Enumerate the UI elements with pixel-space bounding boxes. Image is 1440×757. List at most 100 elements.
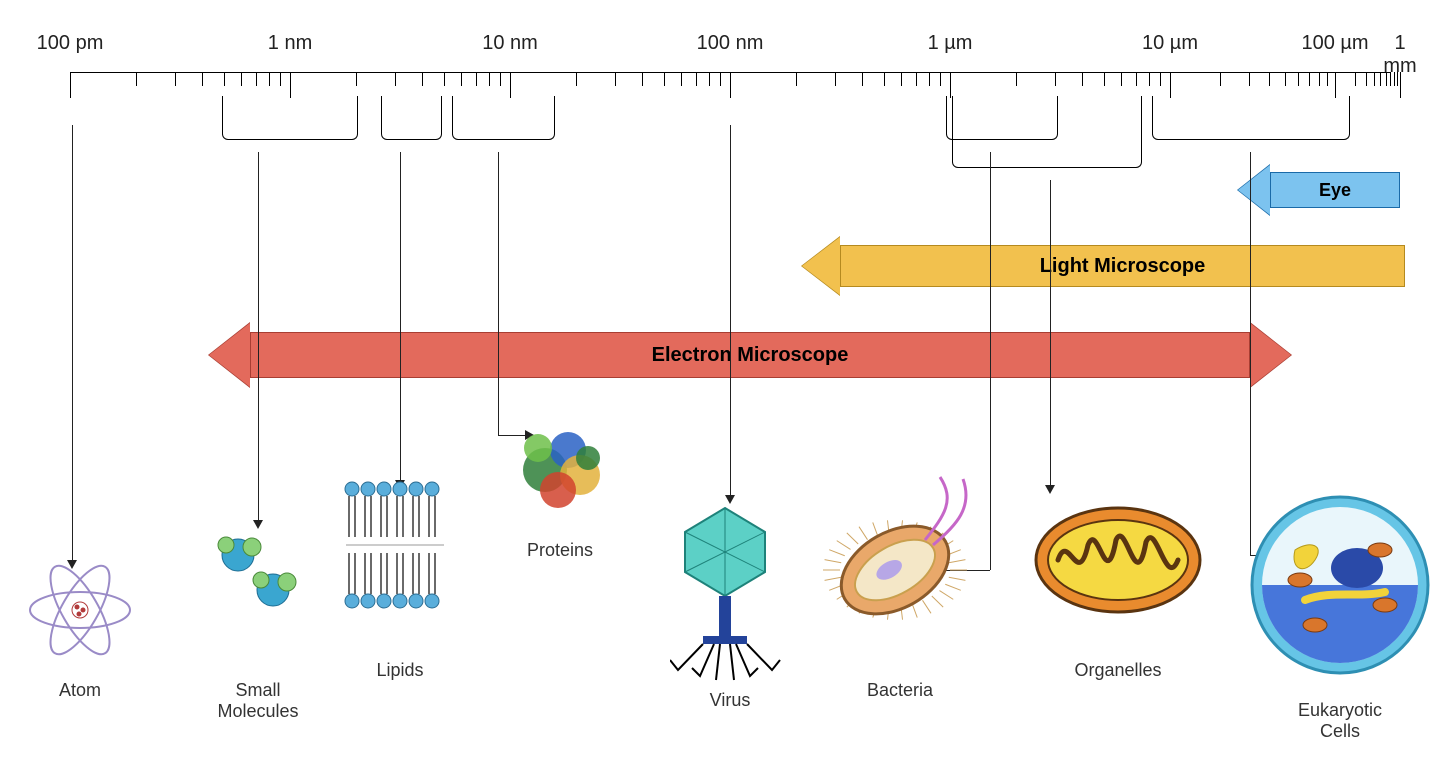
eukaryote-bracket — [1152, 96, 1350, 140]
minor-tick — [1136, 72, 1137, 86]
major-tick — [1335, 72, 1336, 98]
minor-tick — [1249, 72, 1250, 86]
minor-tick — [269, 72, 270, 86]
scale-label-5: 10 µm — [1142, 32, 1198, 55]
minor-tick — [916, 72, 917, 86]
virus-line — [730, 125, 731, 495]
minor-tick — [884, 72, 885, 86]
minor-tick — [1327, 72, 1328, 86]
minor-tick — [422, 72, 423, 86]
major-tick — [1170, 72, 1171, 98]
lipids-line — [400, 152, 401, 480]
minor-tick — [709, 72, 710, 86]
minor-tick — [1298, 72, 1299, 86]
molecules-icon — [203, 520, 313, 630]
cell-icon — [1245, 490, 1435, 680]
eye-arrow-left — [1238, 165, 1270, 215]
light-band: Light Microscope — [840, 245, 1405, 287]
minor-tick — [1055, 72, 1056, 86]
minor-tick — [280, 72, 281, 86]
bacteria-icon — [805, 475, 995, 665]
organelles-line — [1050, 180, 1051, 485]
electron-arrow-left — [209, 323, 250, 387]
minor-tick — [356, 72, 357, 86]
scale-label-4: 1 µm — [928, 32, 973, 55]
minor-tick — [489, 72, 490, 86]
minor-tick — [696, 72, 697, 86]
proteins-bracket — [452, 96, 555, 140]
major-tick — [730, 72, 731, 98]
minor-tick — [1220, 72, 1221, 86]
minor-tick — [664, 72, 665, 86]
lipids-bracket — [381, 96, 442, 140]
eye-band-label: Eye — [1319, 180, 1351, 201]
lipids-icon — [340, 475, 460, 615]
minor-tick — [1380, 72, 1381, 86]
minor-tick — [395, 72, 396, 86]
minor-tick — [1149, 72, 1150, 86]
bacteria-label: Bacteria — [867, 680, 933, 701]
major-tick — [1400, 72, 1401, 98]
minor-tick — [175, 72, 176, 86]
minor-tick — [444, 72, 445, 86]
scale-label-1: 1 nm — [268, 32, 312, 55]
eye-band: Eye — [1270, 172, 1400, 208]
major-tick — [70, 72, 71, 98]
minor-tick — [476, 72, 477, 86]
virus-icon — [670, 500, 790, 690]
minor-tick — [940, 72, 941, 86]
minor-tick — [796, 72, 797, 86]
small-molecules-bracket — [222, 96, 358, 140]
minor-tick — [1366, 72, 1367, 86]
scale-label-0: 100 pm — [37, 32, 104, 55]
minor-tick — [1121, 72, 1122, 86]
minor-tick — [862, 72, 863, 86]
atom-line — [72, 125, 73, 560]
minor-tick — [642, 72, 643, 86]
lipids-label: Lipids — [376, 660, 423, 681]
minor-tick — [720, 72, 721, 86]
virus-label: Virus — [710, 690, 751, 711]
light-band-label: Light Microscope — [1040, 255, 1206, 278]
minor-tick — [1082, 72, 1083, 86]
proteins-label: Proteins — [527, 540, 593, 561]
minor-tick — [929, 72, 930, 86]
minor-tick — [256, 72, 257, 86]
minor-tick — [202, 72, 203, 86]
minor-tick — [1269, 72, 1270, 86]
proteins-line — [498, 152, 499, 435]
minor-tick — [835, 72, 836, 86]
minor-tick — [1397, 72, 1398, 86]
minor-tick — [241, 72, 242, 86]
atom-icon — [25, 555, 135, 665]
proteins-icon — [510, 420, 610, 515]
scale-label-6: 100 µm — [1301, 32, 1368, 55]
minor-tick — [1160, 72, 1161, 86]
minor-tick — [1390, 72, 1391, 86]
minor-tick — [1285, 72, 1286, 86]
scale-label-3: 100 nm — [697, 32, 764, 55]
eukaryotic-cells-label: Eukaryotic Cells — [1290, 700, 1390, 742]
atom-label: Atom — [59, 680, 101, 701]
minor-tick — [901, 72, 902, 86]
minor-tick — [136, 72, 137, 86]
small-molecules-line — [258, 152, 259, 520]
minor-tick — [1374, 72, 1375, 86]
diagram-stage: 100 pm1 nm10 nm100 nm1 µm10 µm100 µm1 mm… — [0, 0, 1440, 757]
minor-tick — [615, 72, 616, 86]
major-tick — [950, 72, 951, 98]
scale-label-2: 10 nm — [482, 32, 538, 55]
organelles-label: Organelles — [1074, 660, 1161, 681]
light-arrow-left — [802, 237, 840, 295]
organelles-bracket — [952, 96, 1142, 168]
small-molecules-label: Small Molecules — [217, 680, 298, 722]
major-tick — [290, 72, 291, 98]
minor-tick — [1394, 72, 1395, 86]
electron-band-label: Electron Microscope — [652, 344, 849, 367]
minor-tick — [1309, 72, 1310, 86]
minor-tick — [1319, 72, 1320, 86]
minor-tick — [1016, 72, 1017, 86]
minor-tick — [500, 72, 501, 86]
minor-tick — [1386, 72, 1387, 86]
minor-tick — [576, 72, 577, 86]
